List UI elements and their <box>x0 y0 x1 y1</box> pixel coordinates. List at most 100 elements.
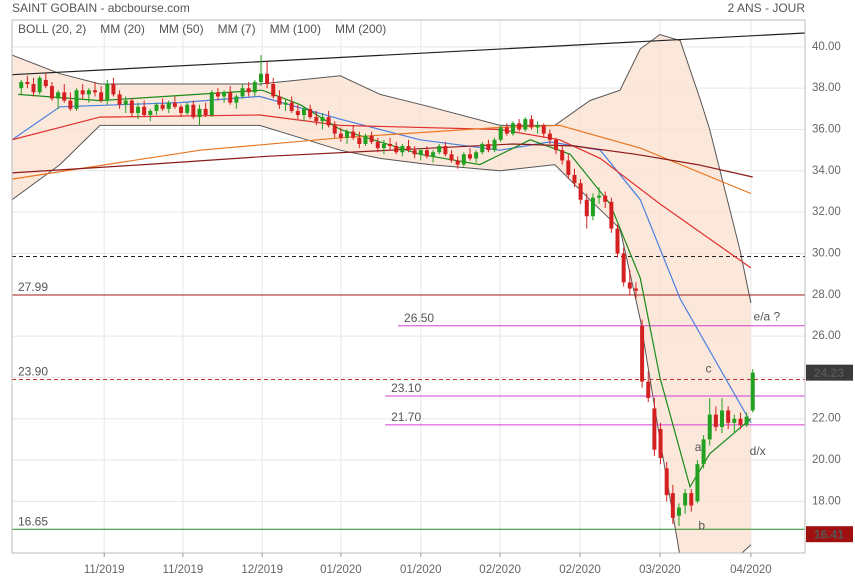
candle-body <box>271 84 276 97</box>
candle-body <box>283 102 288 105</box>
candle-body <box>86 90 91 95</box>
candle-body <box>406 146 411 151</box>
candle-body <box>664 468 669 496</box>
candle-body <box>74 90 79 109</box>
candle-body <box>394 146 399 153</box>
candle-body <box>670 493 675 518</box>
candle-body <box>166 102 171 109</box>
candle-body <box>154 104 159 111</box>
level-label: 16.65 <box>18 514 48 528</box>
plot-frame <box>11 19 806 554</box>
candle-body <box>326 117 331 126</box>
candle-body <box>92 90 97 93</box>
candle-body <box>123 100 128 105</box>
candle-body <box>431 152 436 157</box>
candle-body <box>136 106 141 113</box>
y-tick-label: 32.00 <box>812 206 841 218</box>
x-tick-label: 11/2019 <box>163 564 204 576</box>
candle-body <box>609 201 614 229</box>
candle-body <box>523 119 528 130</box>
candle-body <box>572 174 577 184</box>
candle-body <box>492 139 497 151</box>
candle-body <box>105 84 110 101</box>
x-tick-label: 02/2020 <box>479 564 521 576</box>
candle-body <box>695 464 700 502</box>
level-label: 27.99 <box>18 280 48 294</box>
candle-body <box>689 493 694 506</box>
candle-body <box>215 92 220 97</box>
candle-body <box>566 160 571 175</box>
candle-body <box>498 127 503 140</box>
x-tick-label: 11/2019 <box>84 564 125 576</box>
trendline <box>12 32 805 76</box>
candle-body <box>31 84 36 93</box>
candle-body <box>43 79 48 87</box>
candle-body <box>750 372 755 411</box>
candle-body <box>258 73 263 82</box>
candle-body <box>640 325 645 382</box>
candle-body <box>467 154 472 159</box>
candle-body <box>228 92 233 103</box>
candle-body <box>713 414 718 427</box>
candle-body <box>25 81 30 85</box>
legend-entry: MM (50) <box>159 22 204 36</box>
candle-body <box>56 92 61 99</box>
x-tick-label: 03/2020 <box>639 564 681 576</box>
candle-body <box>375 141 380 149</box>
x-tick-label: 04/2020 <box>730 564 772 576</box>
level-label: 23.10 <box>391 381 421 395</box>
candle-body <box>111 84 116 95</box>
y-tick-label: 40.00 <box>812 41 841 53</box>
candle-body <box>289 102 294 111</box>
legend-entry: MM (7) <box>218 22 256 36</box>
candle-body <box>99 92 104 101</box>
candle-body <box>511 123 516 134</box>
y-tick-label: 36.00 <box>812 124 841 136</box>
candle-body <box>357 137 362 144</box>
y-tick-label: 18.00 <box>812 495 841 507</box>
candle-body <box>504 127 509 134</box>
candle-body <box>424 150 429 157</box>
candle-body <box>683 493 688 506</box>
candle-body <box>726 410 731 423</box>
candle-body <box>738 418 743 425</box>
level-label: 23.90 <box>18 365 48 379</box>
y-tick-label: 26.00 <box>812 330 841 342</box>
candle-body <box>320 117 325 122</box>
candle-body <box>412 150 417 155</box>
candle-body <box>455 160 460 165</box>
legend-entry: MM (20) <box>100 22 145 36</box>
candle-body <box>369 135 374 142</box>
y-tick-label: 38.00 <box>812 82 841 94</box>
candle-body <box>203 108 208 116</box>
x-tick-label: 02/2020 <box>559 564 601 576</box>
moving-average <box>12 124 752 195</box>
candle-body <box>529 119 534 128</box>
x-tick-label: 12/2019 <box>241 564 283 576</box>
candle-body <box>676 507 681 516</box>
candle-body <box>627 282 632 289</box>
candle-body <box>49 86 54 99</box>
candle-body <box>185 104 190 113</box>
candle-body <box>381 143 386 149</box>
candle-body <box>295 110 300 116</box>
candle-body <box>314 117 319 122</box>
candle-body <box>19 81 24 89</box>
candle-body <box>209 92 214 116</box>
candle-body <box>246 88 251 93</box>
candle-body <box>197 108 202 118</box>
candle-body <box>301 108 306 116</box>
candle-body <box>621 253 626 283</box>
annotation: c <box>705 361 711 375</box>
candle-body <box>707 414 712 440</box>
candle-body <box>332 125 337 134</box>
candle-body <box>554 139 559 151</box>
candle-body <box>578 183 583 200</box>
candle-body <box>363 135 368 144</box>
candle-body <box>345 131 350 138</box>
candle-body <box>129 100 134 113</box>
level-label: 21.70 <box>391 410 421 424</box>
candle-body <box>388 143 393 147</box>
candle-body <box>646 381 651 399</box>
